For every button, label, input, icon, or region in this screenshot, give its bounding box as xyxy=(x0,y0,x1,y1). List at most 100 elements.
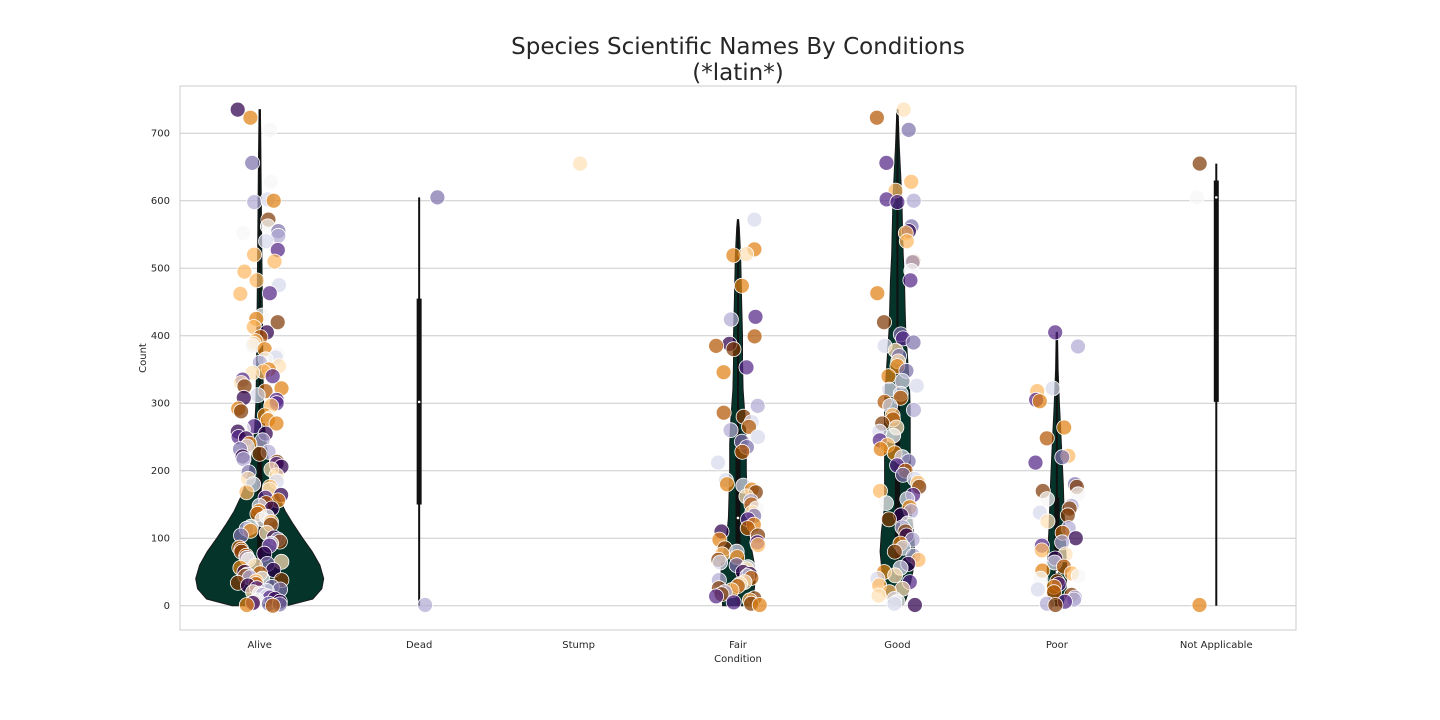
point-dead-0 xyxy=(429,189,446,206)
point-poor-2 xyxy=(1044,380,1061,397)
median-dead xyxy=(417,400,421,404)
point-good-36 xyxy=(906,402,922,418)
point-good-76 xyxy=(887,567,903,584)
x-tick-poor: Poor xyxy=(1046,640,1069,651)
point-good-16 xyxy=(902,272,919,289)
point-good-7 xyxy=(905,192,922,209)
point-poor-10 xyxy=(1027,454,1044,471)
point-good-85 xyxy=(886,595,903,612)
point-poor-15 xyxy=(1039,491,1055,508)
point-good-82 xyxy=(870,587,887,604)
y-tick-300: 300 xyxy=(151,399,170,410)
y-tick-labels: 0 100 200 300 400 500 600 700 xyxy=(151,129,170,612)
median-not-applicable xyxy=(1214,196,1218,199)
point-alive-0 xyxy=(229,101,246,118)
point-poor-20 xyxy=(1039,513,1056,530)
point-good-12 xyxy=(898,233,915,250)
point-fair-17 xyxy=(741,418,757,435)
point-alive-17 xyxy=(236,263,253,280)
point-alive-13 xyxy=(258,233,274,250)
point-good-28 xyxy=(880,368,897,385)
x-tick-fair: Fair xyxy=(729,640,748,651)
point-fair-67 xyxy=(725,594,742,611)
point-poor-7 xyxy=(1038,430,1055,447)
point-fair-64 xyxy=(708,588,724,605)
point-poor-0 xyxy=(1047,324,1064,341)
point-dead-1 xyxy=(417,597,434,613)
point-poor-33 xyxy=(1070,568,1087,584)
point-alive-11 xyxy=(235,225,252,242)
y-tick-700: 700 xyxy=(151,129,170,140)
point-alive-18 xyxy=(248,272,265,289)
point-good-21 xyxy=(905,334,922,351)
y-axis-label: Count xyxy=(138,343,149,373)
point-good-8 xyxy=(889,194,906,211)
median-poor xyxy=(1055,570,1059,574)
point-alive-6 xyxy=(265,192,282,209)
point-good-4 xyxy=(903,173,920,190)
point-fair-25 xyxy=(719,476,735,493)
point-good-62 xyxy=(881,511,897,528)
y-tick-500: 500 xyxy=(151,264,170,275)
strip-points xyxy=(229,101,1208,614)
point-fair-13 xyxy=(749,397,766,414)
x-tick-not-applicable: Not Applicable xyxy=(1180,640,1253,651)
point-alive-16 xyxy=(266,253,283,270)
point-good-1 xyxy=(869,109,885,126)
point-alive-2 xyxy=(261,121,278,138)
point-alive-4 xyxy=(262,173,279,190)
point-stump-0 xyxy=(572,155,588,172)
point-fair-4 xyxy=(734,277,750,294)
point-alive-24 xyxy=(269,314,286,331)
chart-subtitle: (*latin*) xyxy=(692,60,783,86)
y-tick-400: 400 xyxy=(151,331,170,342)
point-fair-22 xyxy=(734,443,751,460)
y-tick-600: 600 xyxy=(151,196,170,207)
point-fair-0 xyxy=(746,211,763,228)
x-tick-dead: Dead xyxy=(406,640,432,651)
point-fair-5 xyxy=(747,308,764,325)
point-fair-3 xyxy=(725,247,742,264)
point-poor-38 xyxy=(1029,581,1046,598)
point-alive-145 xyxy=(264,597,281,614)
chart-title: Species Scientific Names By Conditions xyxy=(511,34,965,60)
point-fair-18 xyxy=(722,422,739,439)
point-good-30 xyxy=(908,377,925,394)
x-axis-label: Condition xyxy=(714,654,762,665)
point-alive-7 xyxy=(246,194,263,211)
point-alive-15 xyxy=(246,246,263,263)
point-poor-45 xyxy=(1047,597,1064,613)
y-tick-0: 0 xyxy=(164,601,170,612)
point-good-58 xyxy=(878,495,894,512)
point-poor-5 xyxy=(1031,393,1048,410)
point-fair-19 xyxy=(750,429,766,445)
point-alive-68 xyxy=(251,445,268,462)
point-alive-46 xyxy=(249,387,266,404)
point-alive-1 xyxy=(242,109,259,126)
point-poor-26 xyxy=(1034,542,1050,559)
plot-frame xyxy=(179,85,1297,631)
point-good-2 xyxy=(900,121,917,138)
y-tick-100: 100 xyxy=(151,534,170,545)
point-poor-9 xyxy=(1054,449,1071,466)
point-poor-1 xyxy=(1070,338,1086,355)
point-good-45 xyxy=(872,441,889,458)
x-tick-good: Good xyxy=(884,640,910,651)
point-alive-3 xyxy=(244,154,261,171)
point-fair-14 xyxy=(715,404,732,421)
point-not-applicable-0 xyxy=(1191,155,1208,172)
point-poor-6 xyxy=(1056,419,1073,436)
point-fair-11 xyxy=(738,359,755,376)
point-fair-48 xyxy=(712,554,728,571)
x-tick-alive: Alive xyxy=(247,640,271,651)
point-good-70 xyxy=(886,543,903,560)
point-good-3 xyxy=(878,154,895,171)
point-fair-10 xyxy=(725,341,742,358)
point-alive-21 xyxy=(232,285,249,302)
point-alive-56 xyxy=(268,415,285,432)
point-not-applicable-2 xyxy=(1191,597,1208,613)
point-fair-7 xyxy=(746,328,763,345)
median-fair xyxy=(736,516,740,520)
point-good-17 xyxy=(869,285,886,302)
